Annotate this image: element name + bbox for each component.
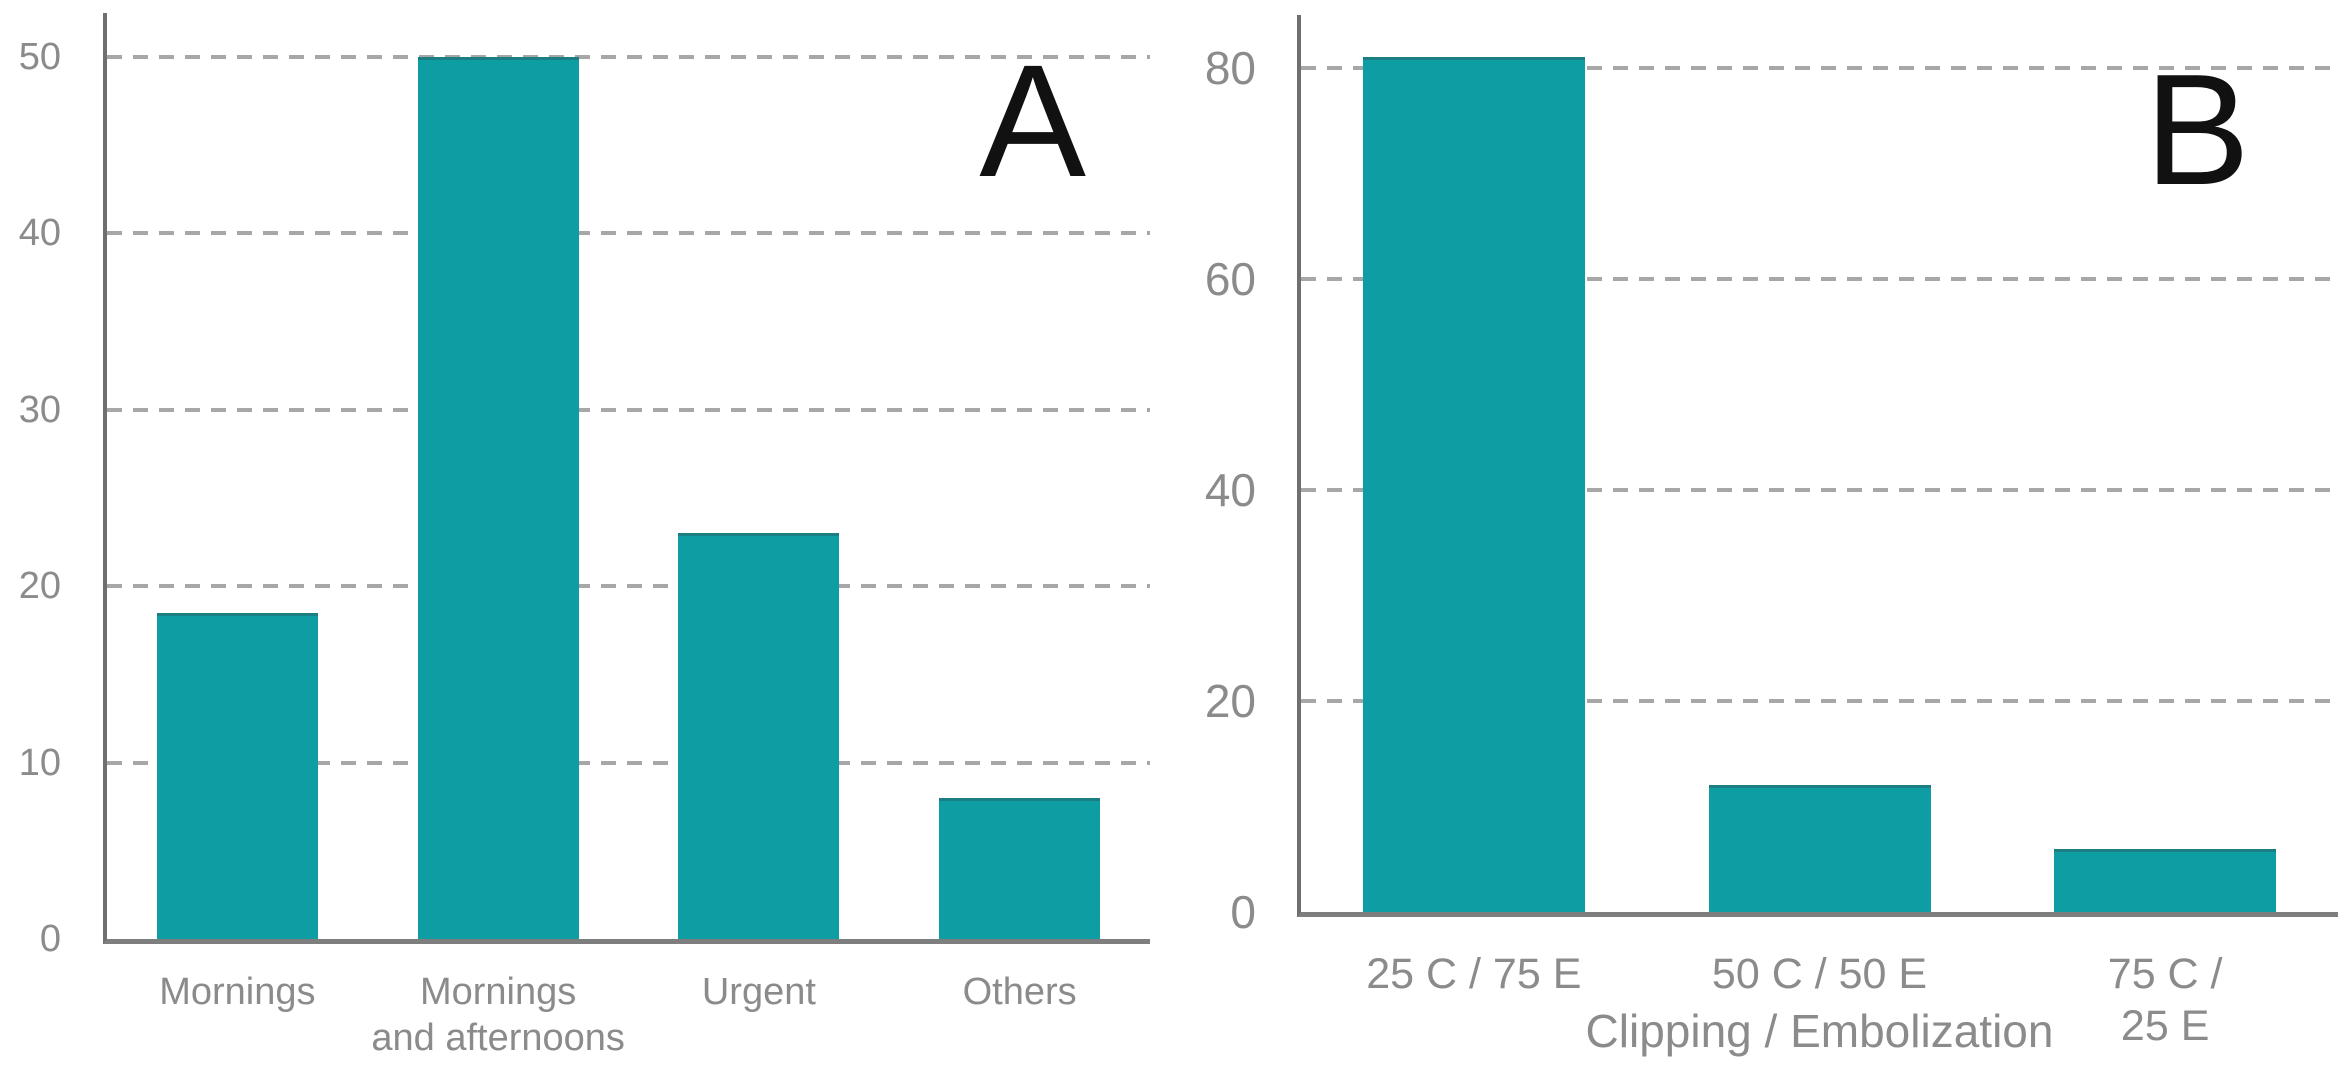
x-axis-title: Clipping / Embolization (1585, 1005, 2054, 1057)
chart-panel-b: 0 20 40 60 80 25 C / 75 E 50 C / 50 E 75 C / 25… (1205, 15, 2338, 1054)
gridline-60 (1301, 276, 2338, 281)
bar-3 (678, 533, 840, 939)
y-tick-label-50: 50 (18, 36, 61, 79)
category-label-3: Urgent (701, 971, 816, 1013)
y-tick-label-20: 20 (1204, 674, 1256, 727)
gridline-10 (107, 760, 1150, 765)
y-tick-label-40: 40 (18, 212, 61, 255)
y-tick-label-0: 0 (1230, 886, 1256, 938)
y-tick-label-80: 80 (1204, 41, 1256, 94)
bar-4 (939, 797, 1101, 939)
category-label-2: 50 C / 50 E (1711, 950, 1928, 998)
gridline-80 (1301, 65, 2338, 70)
bar-2 (1708, 785, 1931, 912)
bar-2 (417, 57, 579, 939)
gridline-30 (107, 407, 1150, 412)
y-tick-label-20: 20 (18, 565, 61, 608)
gridline-20 (107, 584, 1150, 589)
y-tick-label-60: 60 (1204, 252, 1256, 305)
y-tick-label-10: 10 (18, 741, 61, 784)
category-label-4: Others (962, 971, 1077, 1013)
category-label-3: 75 C / 25 E (2107, 950, 2223, 1051)
bar-1 (156, 612, 318, 939)
panel-letter-a: A (979, 31, 1086, 210)
y-tick-label-40: 40 (1204, 463, 1256, 516)
category-label-1: Mornings (159, 971, 316, 1013)
bar-3 (2054, 848, 2277, 912)
panel-letter-b: B (2144, 42, 2250, 218)
gridline-50 (107, 55, 1150, 60)
y-tick-label-0: 0 (39, 918, 61, 960)
category-label-1: 25 C / 75 E (1366, 950, 1582, 998)
chart-panel-a: 0 10 20 30 40 50 Mornings Mornings and afternoo… (19, 13, 1150, 1059)
gridline-20 (1301, 698, 2338, 703)
gridline-40 (1301, 487, 2338, 492)
bar-1 (1362, 57, 1585, 912)
y-tick-label-30: 30 (18, 388, 61, 431)
category-label-2: Mornings and afternoons (371, 971, 625, 1060)
gridline-40 (107, 231, 1150, 236)
